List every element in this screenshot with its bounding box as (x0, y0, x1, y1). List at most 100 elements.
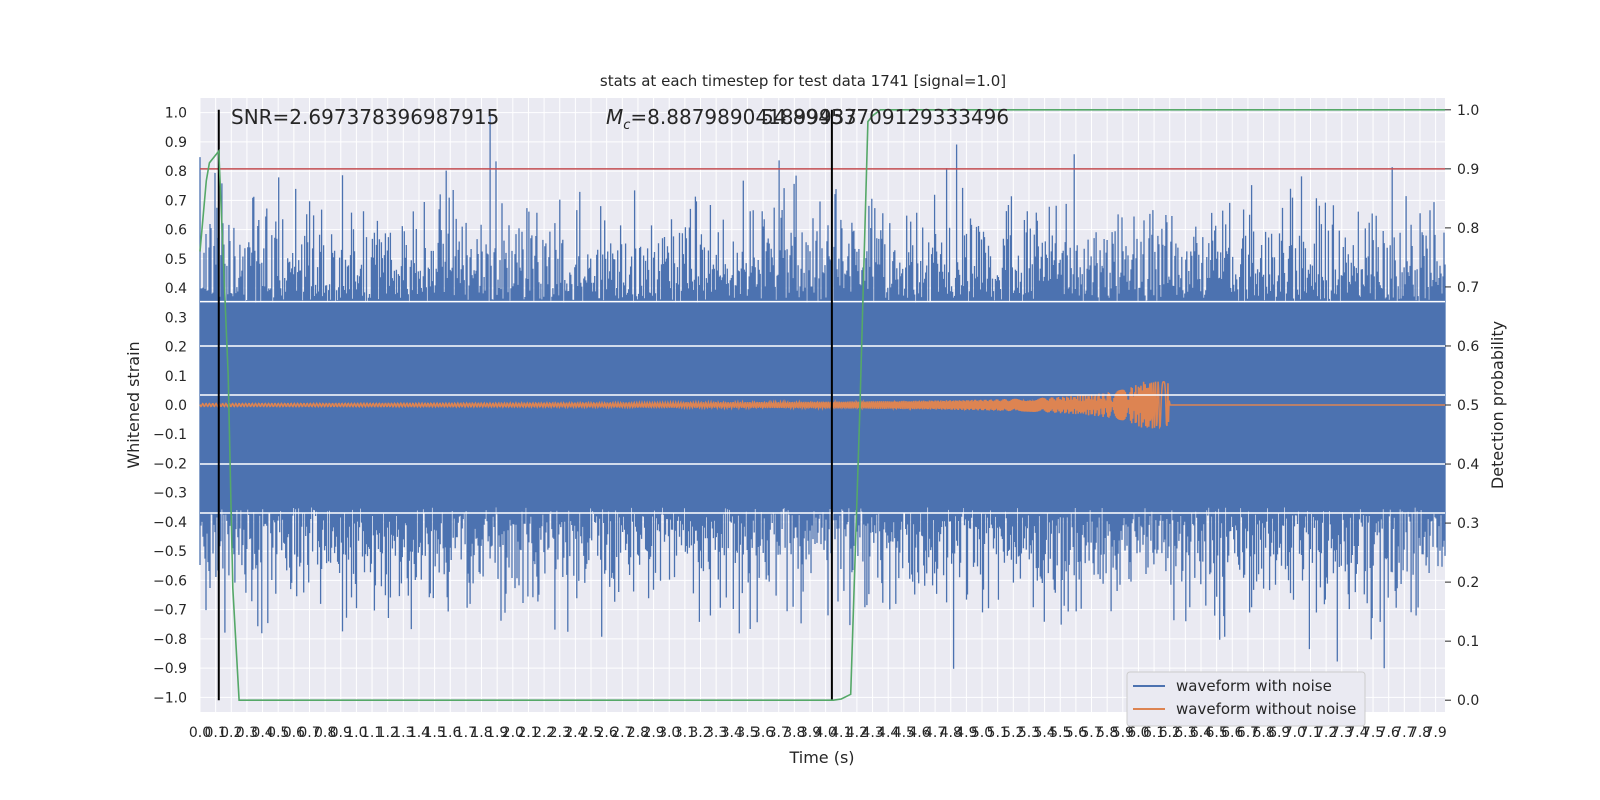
legend-label-clean: waveform without noise (1176, 700, 1356, 718)
x-tick-label: 7.1 (1299, 725, 1321, 741)
y-tick-label: 0.1 (165, 369, 187, 385)
y-tick-label: 0.9 (165, 135, 187, 151)
x-tick-label: 4.0 (814, 725, 836, 741)
x-tick-label: 4.6 (908, 725, 930, 741)
x-tick-label: 6.4 (1190, 725, 1212, 741)
x-tick-label: 0.1 (205, 725, 227, 741)
horizontal-reference-lines (200, 168, 1445, 514)
clean-waveform-trace (199, 380, 1445, 430)
x-tick-label: 6.5 (1206, 725, 1228, 741)
x-tick-label: 1.4 (408, 725, 430, 741)
x-tick-label: 5.3 (1018, 725, 1040, 741)
x-tick-label: 7.3 (1331, 725, 1353, 741)
x-tick-label: 7.6 (1378, 725, 1400, 741)
x-tick-label: 1.2 (377, 725, 399, 741)
mc-symbol: M (606, 105, 623, 129)
y-tick-label: −0.5 (153, 544, 187, 560)
x-axis-ticks: 0.00.10.20.30.40.50.60.70.80.91.01.11.21… (189, 725, 1447, 741)
x-tick-label: 3.9 (799, 725, 821, 741)
x-tick-label: 7.9 (1424, 725, 1446, 741)
x-tick-label: 4.4 (877, 725, 899, 741)
x-tick-label: 2.6 (596, 725, 618, 741)
x-tick-label: 7.2 (1315, 725, 1337, 741)
x-tick-label: 2.9 (642, 725, 664, 741)
x-tick-label: 2.4 (564, 725, 586, 741)
y2-tick-label: 0.0 (1457, 693, 1479, 709)
x-tick-label: 3.5 (736, 725, 758, 741)
x-tick-label: 0.6 (283, 725, 305, 741)
x-tick-label: 4.3 (861, 725, 883, 741)
y-tick-label: 0.7 (165, 193, 187, 209)
x-tick-label: 1.9 (486, 725, 508, 741)
legend: waveform with noise waveform without noi… (1126, 671, 1366, 727)
x-tick-label: 3.0 (658, 725, 680, 741)
x-tick-label: 4.9 (955, 725, 977, 741)
x-tick-label: 3.1 (674, 725, 696, 741)
y-tick-label: 1.0 (165, 106, 187, 122)
x-tick-label: 2.1 (517, 725, 539, 741)
detection-probability-series (199, 109, 1445, 702)
x-tick-label: 7.8 (1409, 725, 1431, 741)
probability-trace (199, 109, 1445, 702)
y2-tick-label: 0.9 (1457, 162, 1479, 178)
overlapping-annotation: 54.89453709129333496 (761, 105, 1009, 129)
y-tick-label: 0.8 (165, 164, 187, 180)
y-tick-label: 0.6 (165, 223, 187, 239)
x-tick-label: 2.3 (549, 725, 571, 741)
x-tick-label: 4.8 (940, 725, 962, 741)
y-tick-label: 0.4 (165, 281, 187, 297)
x-tick-label: 6.7 (1237, 725, 1259, 741)
vertical-marker-lines (217, 109, 833, 701)
y2-axis-label: Detection probability (1488, 321, 1507, 489)
y-tick-label: −0.8 (153, 632, 187, 648)
x-tick-label: 6.9 (1268, 725, 1290, 741)
x-tick-label: 5.4 (1033, 725, 1055, 741)
x-tick-label: 5.2 (1002, 725, 1024, 741)
x-tick-label: 1.5 (423, 725, 445, 741)
x-tick-label: 1.6 (439, 725, 461, 741)
mc-subscript: c (623, 118, 630, 133)
x-tick-label: 7.5 (1362, 725, 1384, 741)
y2-tick-label: 0.2 (1457, 575, 1479, 591)
x-tick-label: 6.2 (1159, 725, 1181, 741)
y-tick-label: 0.2 (165, 340, 187, 356)
x-tick-label: 1.0 (345, 725, 367, 741)
legend-box (1126, 671, 1366, 727)
x-tick-label: 7.0 (1284, 725, 1306, 741)
x-tick-label: 6.6 (1221, 725, 1243, 741)
y2-tick-label: 0.5 (1457, 398, 1479, 414)
y-tick-label: 0.3 (165, 310, 187, 326)
x-tick-label: 7.7 (1393, 725, 1415, 741)
x-tick-label: 1.7 (455, 725, 477, 741)
x-tick-label: 0.7 (298, 725, 320, 741)
x-tick-label: 0.8 (314, 725, 336, 741)
x-tick-label: 5.7 (1080, 725, 1102, 741)
y-tick-label: 0.0 (165, 398, 187, 414)
y-tick-label: −0.2 (153, 456, 187, 472)
mc-value: =8.887989041899937 (630, 105, 857, 129)
x-tick-label: 4.1 (830, 725, 852, 741)
x-tick-label: 5.6 (1065, 725, 1087, 741)
y2-tick-label: 1.0 (1457, 103, 1479, 119)
y-tick-label: −0.7 (153, 603, 187, 619)
x-tick-label: 2.2 (533, 725, 555, 741)
y2-tick-label: 0.3 (1457, 516, 1479, 532)
y2-tick-label: 0.4 (1457, 457, 1479, 473)
right-y-axis-ticks: 0.0 0.1 0.2 0.3 0.4 0.5 0.6 0.7 0.8 0.9 1.0 (1445, 103, 1479, 709)
x-tick-label: 5.1 (987, 725, 1009, 741)
x-tick-label: 2.5 (580, 725, 602, 741)
x-tick-label: 2.0 (502, 725, 524, 741)
x-axis-label: Time (s) (788, 748, 854, 767)
legend-label-noise: waveform with noise (1176, 677, 1332, 695)
x-tick-label: 6.1 (1143, 725, 1165, 741)
x-tick-label: 2.8 (627, 725, 649, 741)
y-tick-label: 0.5 (165, 252, 187, 268)
x-tick-label: 1.3 (392, 725, 414, 741)
y2-tick-label: 0.1 (1457, 634, 1479, 650)
x-tick-label: 6.3 (1174, 725, 1196, 741)
x-tick-label: 4.7 (924, 725, 946, 741)
x-tick-label: 3.8 (783, 725, 805, 741)
snr-annotation: SNR=2.697378396987915 (231, 105, 499, 129)
x-tick-label: 3.3 (705, 725, 727, 741)
